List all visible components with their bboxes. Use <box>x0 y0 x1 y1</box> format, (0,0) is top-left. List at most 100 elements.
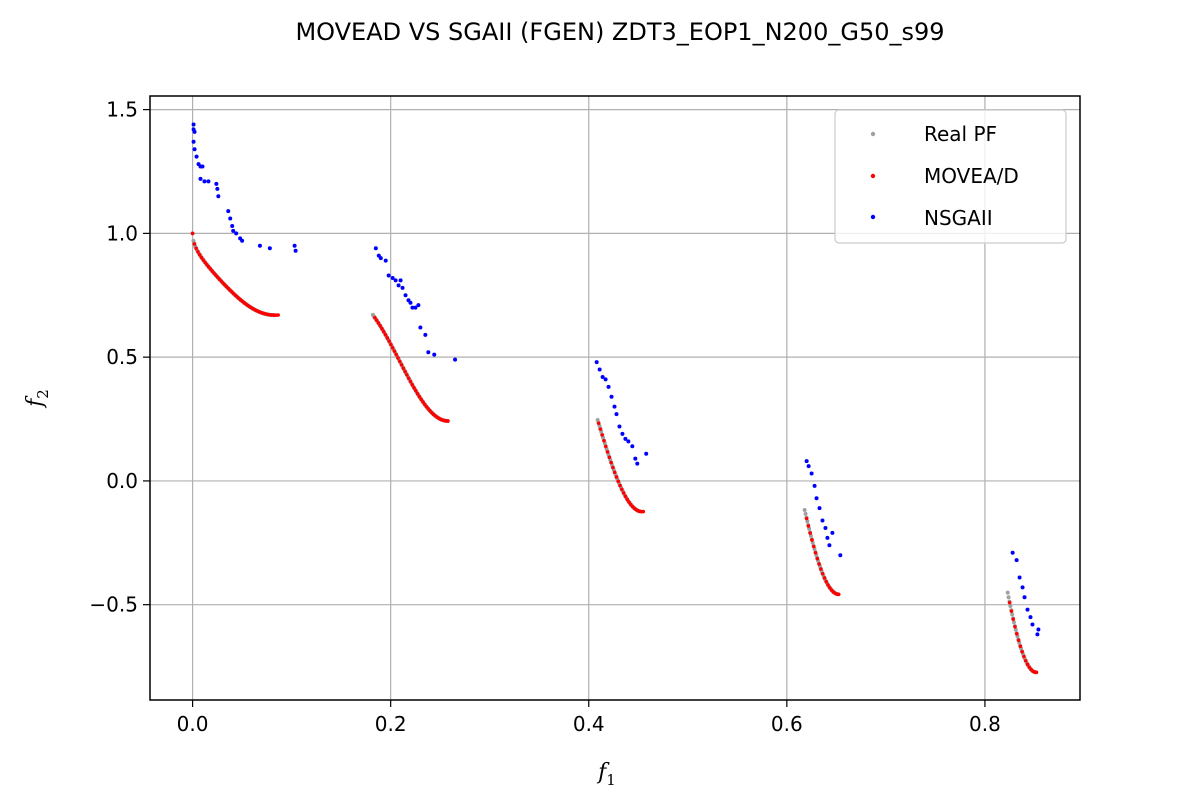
legend-marker-real-pf <box>870 131 876 137</box>
nsgaii-point <box>614 412 619 417</box>
movea-d-point <box>815 556 820 561</box>
nsgaii-point <box>635 461 640 466</box>
nsgaii-point <box>1036 627 1041 632</box>
legend: Real PF MOVEA/D NSGAII <box>834 109 1067 244</box>
nsgaii-point <box>194 154 199 159</box>
nsgaii-point <box>228 216 233 221</box>
series-layer <box>190 231 1039 675</box>
real-pf-point <box>1005 590 1010 595</box>
movea-d-point <box>609 460 613 465</box>
movea-d-point <box>446 419 450 423</box>
nsgaii-point <box>1028 615 1033 620</box>
movea-d-point <box>403 369 407 374</box>
nsgaii-point <box>812 483 817 488</box>
nsgaii-point <box>603 377 608 382</box>
nsgaii-point <box>1020 585 1025 590</box>
nsgaii-point <box>292 243 297 248</box>
real-pf-point <box>1006 595 1011 600</box>
x-axis-ticks: 0.0 0.2 0.4 0.6 0.8 <box>177 700 1001 736</box>
nsgaii-point <box>267 246 272 251</box>
movea-d-point <box>374 318 379 323</box>
legend-marker-movead <box>870 173 876 179</box>
nsgaii-point <box>403 293 408 298</box>
nsgaii-point <box>838 553 843 558</box>
nsgaii-point <box>1022 595 1027 600</box>
movea-d-point <box>612 470 617 475</box>
nsgaii-point <box>609 394 614 399</box>
movea-d-point <box>385 336 390 340</box>
nsgaii-point <box>231 228 236 233</box>
nsgaii-point <box>378 256 383 261</box>
y-axis-label: f2 <box>23 389 52 409</box>
nsgaii-point <box>597 367 602 372</box>
nsgaii-point <box>426 350 431 355</box>
y-tick-label: −0.5 <box>89 593 138 617</box>
nsgaii-point <box>226 209 231 214</box>
nsgaii-point <box>806 464 811 469</box>
real-pf-point <box>805 519 810 524</box>
nsgaii-point <box>191 139 196 144</box>
movea-d-point <box>415 392 420 396</box>
real-pf-point <box>1011 620 1016 625</box>
movea-d-point <box>406 376 411 381</box>
movea-d-point <box>412 386 416 390</box>
movea-d-point <box>373 315 377 320</box>
nsgaii-point <box>413 305 418 310</box>
movea-d-point <box>817 562 821 566</box>
movea-d-point <box>392 349 397 353</box>
movea-d-point <box>192 242 197 246</box>
movea-d-point <box>603 444 608 449</box>
legend-label-real-pf: Real PF <box>924 122 997 146</box>
real-pf-point <box>1008 603 1013 608</box>
x-tick-label: 0.6 <box>771 712 803 736</box>
nsgaii-point <box>606 384 611 389</box>
nsgaii-point <box>620 431 625 436</box>
points-layer <box>191 122 1041 637</box>
plot-frame <box>149 95 1081 701</box>
legend-box <box>834 109 1067 244</box>
nsgaii-point <box>644 451 649 456</box>
y-tick-label: 0.0 <box>106 469 138 493</box>
real-pf-point <box>1010 612 1015 617</box>
movea-d-point <box>1007 600 1012 605</box>
movea-d-point <box>607 455 612 460</box>
movea-d-point <box>1020 649 1024 654</box>
movea-d-point <box>625 497 629 502</box>
movea-d-point <box>197 252 202 257</box>
nsgaii-point <box>191 122 196 127</box>
nsgaii-point <box>408 300 413 305</box>
nsgaii-point <box>830 530 835 535</box>
movea-d-point <box>616 479 621 484</box>
movea-d-point <box>620 487 624 492</box>
nsgaii-point <box>817 506 822 511</box>
movea-d-point <box>1011 617 1016 621</box>
nsgaii-point <box>823 525 828 530</box>
movea-d-point <box>408 379 413 384</box>
movea-d-point <box>419 397 423 402</box>
nsgaii-point <box>612 404 617 409</box>
movea-d-point <box>820 571 825 576</box>
x-tick-label: 0.8 <box>969 712 1001 736</box>
real-pf-point <box>803 511 808 516</box>
nsgaii-point <box>453 357 458 362</box>
y-tick-label: 1.5 <box>106 98 138 122</box>
movea-d-point <box>605 450 610 454</box>
legend-marker-nsgaii <box>870 214 876 220</box>
movea-d-point <box>621 491 626 495</box>
nsgaii-point <box>804 459 809 464</box>
nsgaii-point <box>393 278 398 283</box>
nsgaii-point <box>206 179 211 184</box>
movea-d-point <box>1015 632 1019 636</box>
movea-d-point <box>381 329 386 334</box>
nsgaii-point <box>594 360 599 365</box>
movea-d-point <box>383 333 388 337</box>
movea-d-point <box>410 382 415 387</box>
movea-d-point <box>810 538 814 542</box>
movea-d-point <box>808 531 813 535</box>
nsgaii-point <box>1010 550 1015 555</box>
y-axis-ticks: 1.5 1.0 0.5 0.0 −0.5 <box>89 98 150 617</box>
movea-d-point <box>611 465 615 470</box>
nsgaii-point <box>200 164 205 169</box>
y-tick-label: 1.0 <box>106 221 138 245</box>
movea-d-point <box>804 516 809 521</box>
